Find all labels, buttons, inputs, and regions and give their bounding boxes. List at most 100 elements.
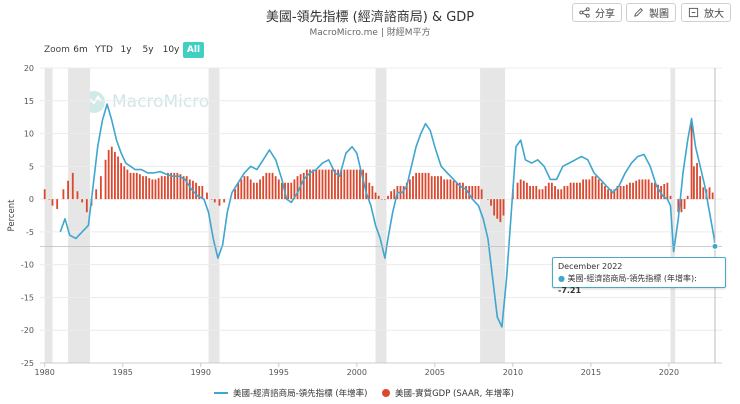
zoom-10y-button[interactable]: 10y	[162, 45, 180, 55]
gdp-bar	[371, 186, 374, 200]
gdp-bar	[569, 182, 572, 200]
legend-bar-label: 美國-實質GDP (SAAR, 年增率)	[395, 389, 514, 399]
gdp-bar	[402, 186, 405, 200]
gdp-bar	[412, 176, 414, 200]
gdp-bar	[468, 186, 471, 200]
gdp-bar	[268, 172, 271, 200]
y-tick-label: -15	[21, 293, 34, 302]
recession-band-2	[208, 68, 220, 363]
zoom-6m-button[interactable]: 6m	[73, 45, 88, 55]
gdp-bar	[151, 179, 154, 200]
gdp-bar	[519, 179, 522, 200]
gdp-bar	[638, 179, 641, 200]
y-tick-label: 15	[24, 97, 34, 106]
gdp-bar	[277, 179, 280, 200]
gdp-bar	[380, 199, 383, 200]
gdp-bar	[321, 169, 324, 200]
gdp-bar	[427, 172, 430, 200]
gdp-bar	[76, 191, 79, 200]
zoom-1y-button[interactable]: 1y	[120, 45, 132, 55]
gdp-bar	[85, 199, 88, 213]
gdp-bar	[502, 199, 505, 216]
gdp-bar	[218, 199, 221, 206]
share-label: 分享	[595, 9, 615, 20]
legend-item-bars[interactable]: 美國-實質GDP (SAAR, 年增率)	[382, 387, 514, 399]
share-button[interactable]: 分享	[572, 3, 622, 22]
gdp-bar	[535, 186, 538, 200]
gdp-bar	[104, 159, 107, 200]
gdp-bar	[145, 176, 148, 200]
gdp-bar	[522, 180, 525, 200]
gdp-bar	[650, 182, 653, 200]
gdp-bar	[107, 149, 110, 200]
gdp-bar	[182, 176, 185, 200]
gdp-bar	[262, 176, 265, 200]
gdp-bar	[148, 178, 151, 200]
gdp-bar	[424, 172, 427, 200]
gdp-bar	[48, 199, 51, 200]
gdp-bar	[622, 186, 625, 200]
gdp-bar	[597, 179, 600, 200]
gdp-bar	[699, 176, 702, 200]
gdp-bar	[390, 191, 393, 200]
y-tick-label: -10	[21, 261, 34, 270]
gdp-bar	[560, 189, 563, 200]
zoom-ytd-button[interactable]: YTD	[95, 45, 113, 55]
gdp-bar	[480, 189, 483, 200]
gdp-bar	[318, 169, 321, 200]
gdp-bar	[290, 182, 293, 200]
y-tick-label: 5	[29, 162, 34, 171]
y-axis-label: Percent	[7, 199, 17, 232]
gdp-bar	[256, 182, 258, 200]
gdp-bar	[579, 182, 581, 200]
gdp-bar	[99, 176, 102, 200]
gdp-bar	[387, 195, 389, 200]
gdp-bar	[114, 151, 116, 200]
legend-item-line[interactable]: 美國-經濟諮商局-領先指標 (年增率)	[214, 387, 367, 399]
gdp-bar	[210, 199, 213, 200]
gdp-bar	[81, 199, 84, 203]
gdp-bar	[666, 182, 669, 200]
gdp-bar	[433, 176, 436, 200]
gdp-bar	[252, 182, 255, 200]
gdp-bar	[408, 179, 411, 200]
y-tick-label: 20	[24, 64, 34, 73]
gdp-bar	[575, 182, 578, 200]
gdp-bar	[554, 186, 556, 200]
gdp-bar	[324, 169, 327, 200]
y-tick-label: 0	[29, 195, 34, 204]
gdp-bar	[126, 169, 129, 200]
pencil-icon	[634, 8, 643, 17]
gdp-bar	[708, 187, 711, 200]
gdp-bar	[123, 166, 126, 200]
gdp-bar	[365, 172, 368, 200]
gdp-bar	[359, 169, 361, 200]
gdp-bar	[110, 146, 113, 200]
tooltip: December 2022 ● 美國-經濟諮商局-領先指標 (年增率): -7.…	[552, 257, 726, 295]
gdp-bar	[160, 176, 163, 200]
print-button[interactable]: 製圖	[626, 3, 676, 22]
gdp-bar	[240, 179, 243, 200]
gdp-bar	[644, 179, 647, 200]
gdp-bar	[641, 179, 644, 200]
gdp-bar	[179, 174, 182, 200]
y-tick-label: -25	[21, 359, 34, 368]
gdp-bar	[529, 186, 531, 200]
gdp-bar	[309, 169, 311, 200]
y-tick-label: 10	[24, 130, 34, 139]
y-tick-label: -20	[21, 326, 34, 335]
gdp-bar	[206, 192, 208, 200]
gdp-bar	[120, 163, 123, 200]
gdp-bar	[346, 169, 349, 200]
gdp-bar	[377, 195, 380, 200]
zoom-all-button[interactable]: All	[183, 42, 204, 58]
gdp-bar	[173, 172, 176, 200]
zoom-5y-button[interactable]: 5y	[142, 45, 154, 55]
chart-subtitle: MacroMicro.me | 財經M平方	[309, 28, 431, 38]
gdp-bar	[418, 172, 421, 200]
zoom-button[interactable]: 放大	[681, 3, 731, 22]
gdp-bar	[541, 189, 544, 200]
gdp-bar	[138, 174, 141, 200]
y-tick-label: -5	[26, 228, 34, 237]
